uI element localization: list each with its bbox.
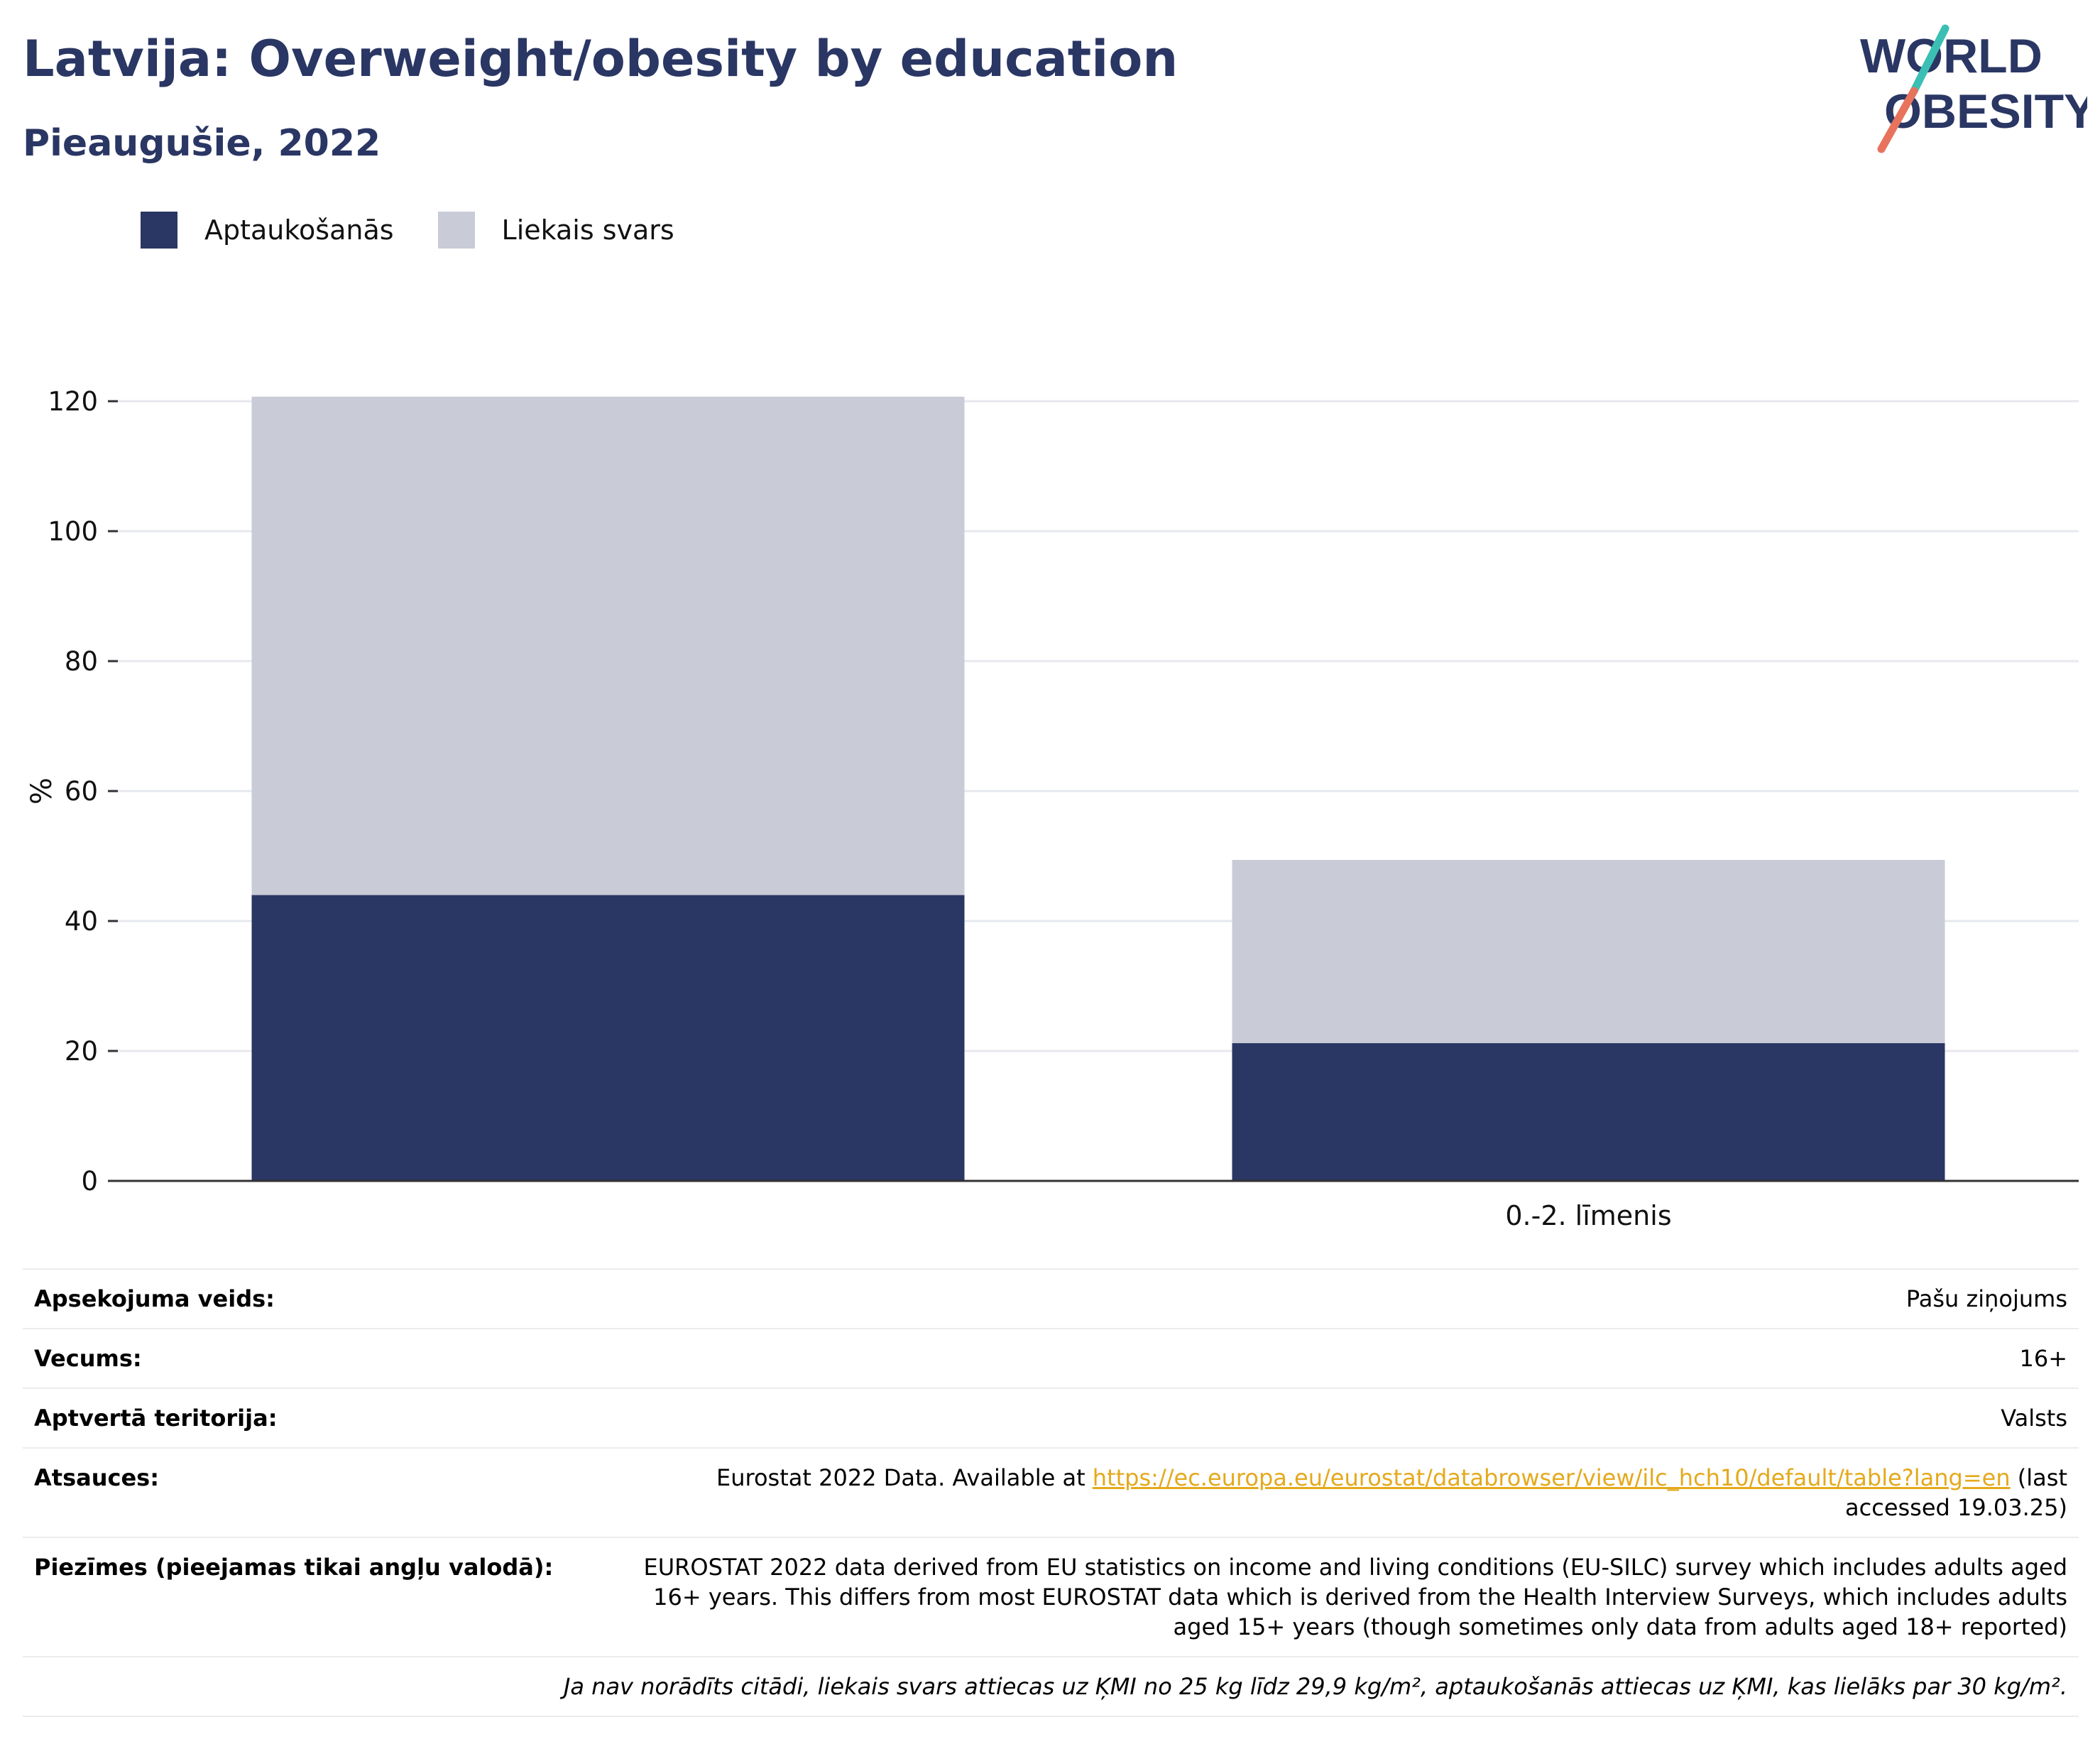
legend-swatch-overweight [437, 212, 475, 249]
meta-value-notes: EUROSTAT 2022 data derived from EU stati… [643, 1554, 2067, 1640]
meta-row-refs: Atsauces: Eurostat 2022 Data. Available … [23, 1447, 2079, 1537]
y-tick-label: 100 [48, 516, 98, 547]
bar-overweight-1 [1232, 859, 1945, 1044]
meta-label-refs: Atsauces: [34, 1464, 159, 1491]
meta-value-survey: Pašu ziņojums [1905, 1285, 2067, 1312]
y-tick-label: 20 [65, 1036, 98, 1067]
meta-definition: Ja nav norādīts citādi, liekais svars at… [563, 1673, 2067, 1700]
x-tick-label: 0.-2. līmenis [1505, 1200, 1671, 1231]
legend-label-overweight: Liekais svars [501, 214, 674, 246]
legend-label-obesity: Aptaukošanās [204, 214, 394, 246]
meta-label-notes: Piezīmes (pieejamas tikai angļu valodā): [34, 1554, 554, 1581]
page-title: Latvija: Overweight/obesity by education [23, 30, 1178, 88]
legend-item-overweight: Liekais svars [437, 212, 674, 249]
refs-link[interactable]: https://ec.europa.eu/eurostat/databrowse… [1092, 1464, 2011, 1491]
meta-row-survey: Apsekojuma veids: Pašu ziņojums [23, 1268, 2079, 1328]
bar-obesity-0 [251, 895, 965, 1181]
meta-row-area: Aptvertā teritorija: Valsts [23, 1388, 2079, 1447]
y-axis-label: % [26, 778, 58, 805]
chart-legend: Aptaukošanās Liekais svars [141, 210, 718, 250]
refs-suffix: (last accessed 19.03.25) [1845, 1464, 2067, 1521]
meta-label-age: Vecums: [34, 1345, 142, 1372]
y-tick-label: 60 [65, 776, 98, 807]
page-subtitle: Pieaugušie, 2022 [23, 122, 381, 165]
meta-value-area: Valsts [2001, 1405, 2067, 1432]
meta-value-refs: Eurostat 2022 Data. Available at https:/… [647, 1463, 2067, 1522]
world-obesity-logo: WORLD OBESITY [1860, 24, 2087, 153]
y-tick-label: 80 [65, 646, 98, 677]
logo-line2: OBESITY [1884, 85, 2087, 138]
y-tick-label: 0 [81, 1166, 98, 1197]
meta-row-definition: Ja nav norādīts citādi, liekais svars at… [23, 1656, 2079, 1717]
meta-row-age: Vecums: 16+ [23, 1328, 2079, 1388]
legend-swatch-obesity [141, 212, 177, 249]
metadata-table: Apsekojuma veids: Pašu ziņojums Vecums: … [23, 1268, 2079, 1717]
y-tick-label: 40 [65, 906, 98, 937]
meta-row-notes: Piezīmes (pieejamas tikai angļu valodā):… [23, 1537, 2079, 1656]
logo-slash-coral [1877, 87, 1918, 153]
bar-overweight-0 [251, 396, 965, 895]
meta-label-survey: Apsekojuma veids: [34, 1285, 275, 1312]
bar-obesity-1 [1232, 1043, 1945, 1181]
meta-label-area: Aptvertā teritorija: [34, 1405, 278, 1432]
bar-chart: 0 20 40 60 80 100 120% 0.-2. līmenis [26, 386, 2079, 1231]
logo-line1: WORLD [1860, 29, 2042, 83]
refs-prefix: Eurostat 2022 Data. Available at [716, 1464, 1093, 1491]
logo-slash-teal [1910, 24, 1949, 95]
y-tick-label: 120 [48, 386, 98, 417]
meta-value-age: 16+ [2019, 1345, 2067, 1372]
legend-item-obesity: Aptaukošanās [141, 212, 394, 249]
